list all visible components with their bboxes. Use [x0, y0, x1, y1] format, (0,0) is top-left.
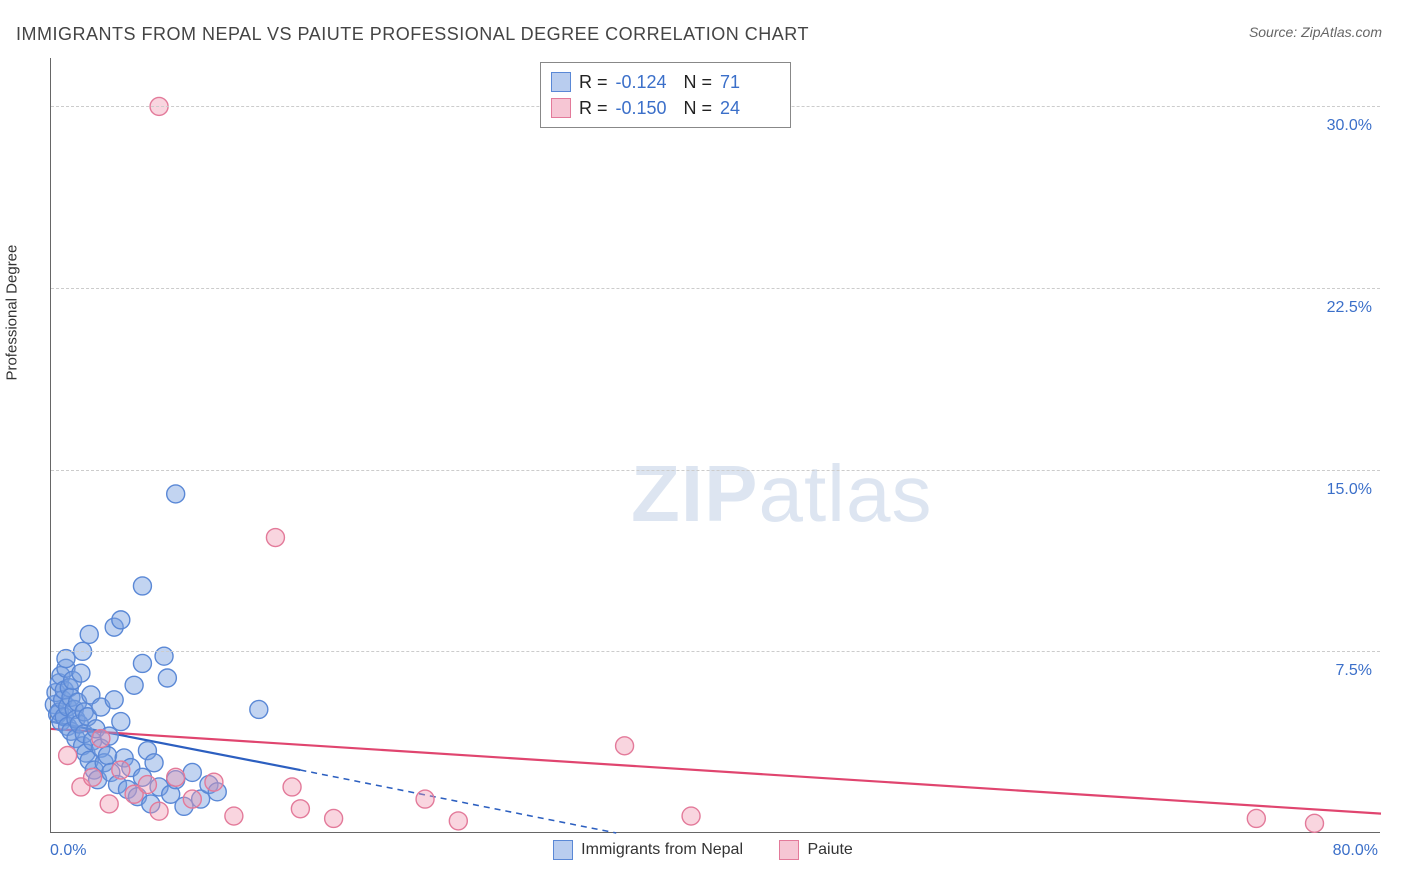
- swatch-nepal-bottom: [553, 840, 573, 860]
- r-value-nepal: -0.124: [616, 69, 676, 95]
- gridline: [51, 288, 1380, 289]
- data-point-paiute: [59, 747, 77, 765]
- data-point-paiute: [84, 768, 102, 786]
- swatch-paiute-bottom: [779, 840, 799, 860]
- data-point-nepal: [99, 747, 117, 765]
- data-point-paiute: [266, 529, 284, 547]
- y-tick-label: 22.5%: [1327, 299, 1372, 317]
- source-label: Source: ZipAtlas.com: [1249, 24, 1382, 40]
- data-point-paiute: [112, 761, 130, 779]
- r-label: R =: [579, 95, 608, 121]
- correlation-legend: R = -0.124 N = 71 R = -0.150 N = 24: [540, 62, 791, 128]
- data-point-paiute: [100, 795, 118, 813]
- y-tick-label: 30.0%: [1327, 117, 1372, 135]
- r-value-paiute: -0.150: [616, 95, 676, 121]
- data-point-paiute: [1306, 814, 1324, 832]
- data-point-nepal: [105, 691, 123, 709]
- chart-title: IMMIGRANTS FROM NEPAL VS PAIUTE PROFESSI…: [16, 24, 809, 45]
- data-point-nepal: [133, 654, 151, 672]
- data-point-paiute: [138, 776, 156, 794]
- data-point-nepal: [133, 577, 151, 595]
- gridline: [51, 651, 1380, 652]
- data-point-paiute: [150, 802, 168, 820]
- data-point-nepal: [183, 763, 201, 781]
- data-point-nepal: [125, 676, 143, 694]
- data-point-nepal: [158, 669, 176, 687]
- data-point-paiute: [416, 790, 434, 808]
- legend-item-nepal: Immigrants from Nepal: [553, 840, 743, 860]
- data-point-paiute: [449, 812, 467, 830]
- gridline: [51, 470, 1380, 471]
- data-point-paiute: [205, 773, 223, 791]
- n-value-paiute: 24: [720, 95, 780, 121]
- n-value-nepal: 71: [720, 69, 780, 95]
- data-point-nepal: [80, 625, 98, 643]
- legend-row-paiute: R = -0.150 N = 24: [551, 95, 780, 121]
- data-point-paiute: [167, 768, 185, 786]
- data-point-nepal: [145, 754, 163, 772]
- series-legend: Immigrants from Nepal Paiute: [0, 840, 1406, 865]
- legend-label-nepal: Immigrants from Nepal: [581, 841, 743, 859]
- r-label: R =: [579, 69, 608, 95]
- data-point-nepal: [112, 611, 130, 629]
- regression-line-paiute: [51, 729, 1381, 814]
- data-point-nepal: [167, 485, 185, 503]
- data-point-paiute: [682, 807, 700, 825]
- y-tick-label: 15.0%: [1327, 481, 1372, 499]
- data-point-paiute: [291, 800, 309, 818]
- data-point-paiute: [225, 807, 243, 825]
- data-point-nepal: [72, 664, 90, 682]
- plot-area: ZIPatlas 7.5%15.0%22.5%30.0%: [50, 58, 1380, 833]
- data-point-nepal: [155, 647, 173, 665]
- data-point-paiute: [92, 730, 110, 748]
- y-tick-label: 7.5%: [1336, 662, 1372, 680]
- data-point-nepal: [250, 700, 268, 718]
- data-point-paiute: [1247, 809, 1265, 827]
- chart-container: IMMIGRANTS FROM NEPAL VS PAIUTE PROFESSI…: [0, 0, 1406, 892]
- swatch-nepal: [551, 72, 571, 92]
- data-point-paiute: [283, 778, 301, 796]
- y-axis-label: Professional Degree: [4, 245, 21, 381]
- data-point-paiute: [325, 809, 343, 827]
- n-label: N =: [684, 69, 713, 95]
- legend-label-paiute: Paiute: [807, 841, 852, 859]
- legend-row-nepal: R = -0.124 N = 71: [551, 69, 780, 95]
- swatch-paiute: [551, 98, 571, 118]
- legend-item-paiute: Paiute: [779, 840, 852, 860]
- data-point-paiute: [616, 737, 634, 755]
- data-point-paiute: [183, 790, 201, 808]
- data-point-nepal: [112, 713, 130, 731]
- n-label: N =: [684, 95, 713, 121]
- scatter-svg: [51, 58, 1381, 833]
